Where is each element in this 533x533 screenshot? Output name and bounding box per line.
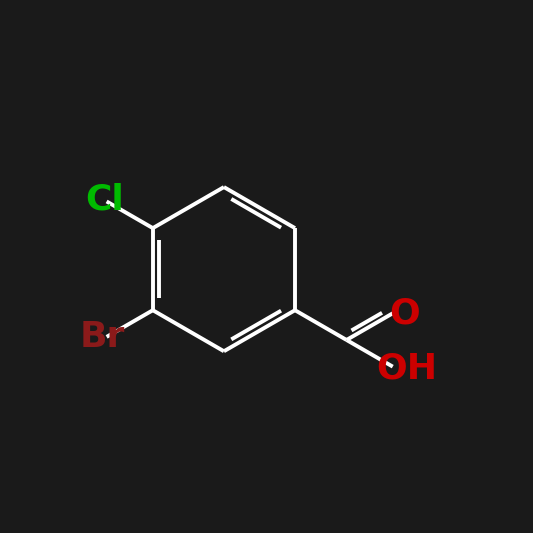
Text: Br: Br: [80, 320, 125, 354]
Text: O: O: [389, 296, 419, 330]
Text: Cl: Cl: [85, 182, 124, 216]
Text: OH: OH: [376, 352, 438, 386]
